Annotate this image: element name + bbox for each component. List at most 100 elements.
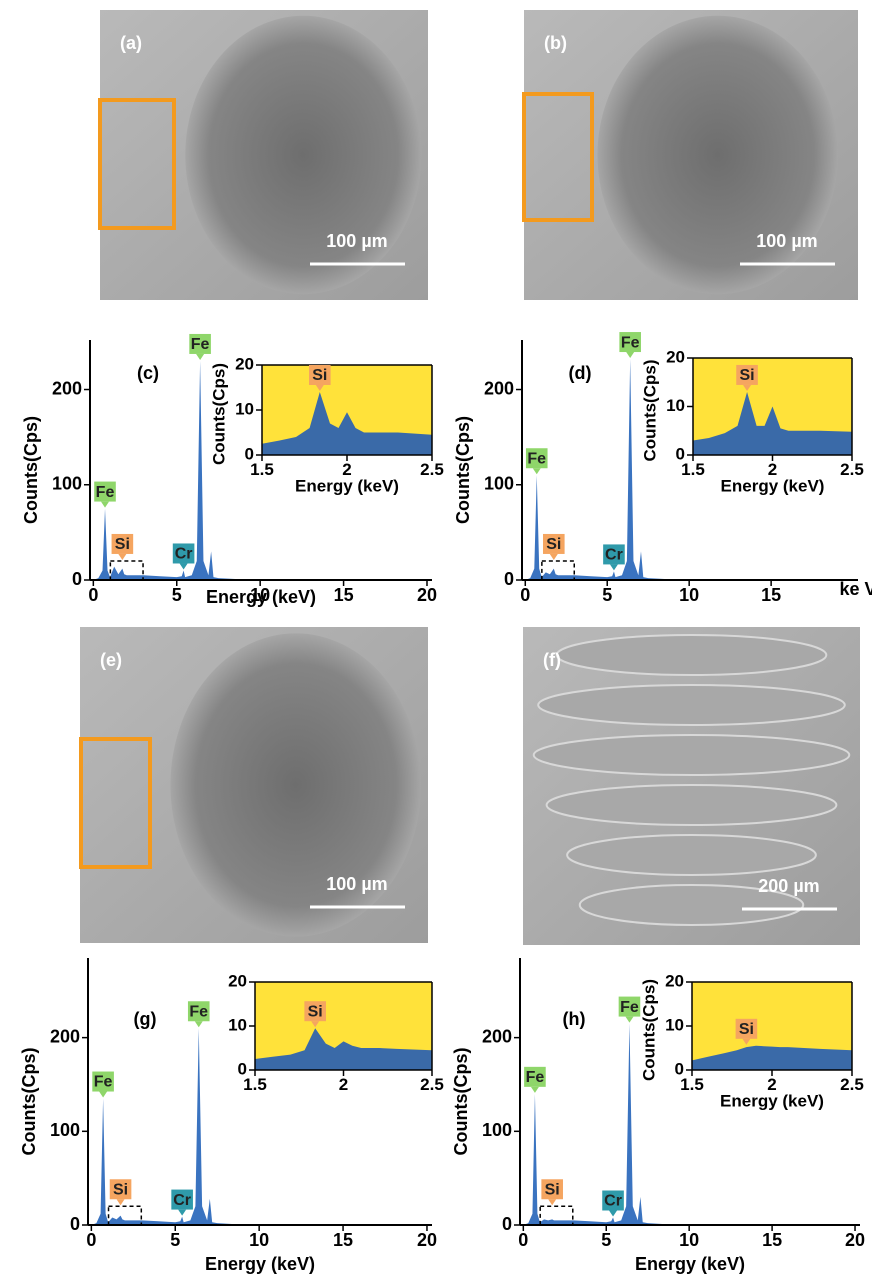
x-tick-label: 10 <box>679 1230 699 1250</box>
inset-y-axis-title: Counts(Cps) <box>639 979 658 1081</box>
y-tick-label: 20 <box>666 347 685 366</box>
wear-track <box>532 734 851 776</box>
y-tick-label: 20 <box>235 354 254 373</box>
annotation-box <box>92 1071 114 1092</box>
x-tick-label: 20 <box>417 585 437 605</box>
annotation-box <box>542 533 565 554</box>
x-tick-label: 15 <box>761 585 781 605</box>
annotation-box <box>736 364 758 385</box>
inset-x-axis-title: Energy (keV) <box>720 1091 824 1110</box>
wear-scar <box>185 15 422 295</box>
inset-y-axis-title: Counts(Cps) <box>640 360 659 462</box>
scale-bar-label: 100 µm <box>326 874 387 894</box>
annotation-pointer <box>179 563 188 570</box>
x-tick-label: 2.5 <box>420 460 444 479</box>
panel-label: (f) <box>543 650 561 670</box>
y-tick-label: 0 <box>238 1059 247 1078</box>
inset-region <box>539 1205 574 1226</box>
x-axis-title: Energy (keV) <box>206 587 316 607</box>
annotation-pointer <box>532 468 541 475</box>
x-tick-label: 0 <box>518 1230 528 1250</box>
annotation-pointer <box>609 1210 618 1217</box>
scale-bar-label: 200 µm <box>758 876 819 896</box>
annotation-pointer <box>311 1021 320 1028</box>
annotation-pointer <box>194 1021 203 1028</box>
annotation-box <box>171 1189 193 1210</box>
wear-scar <box>597 15 838 295</box>
y-axis-title: Counts(Cps) <box>451 1048 471 1156</box>
x-tick-label: 1.5 <box>243 1075 267 1094</box>
annotation-pointer <box>549 553 558 560</box>
y-tick-label: 0 <box>70 1214 80 1234</box>
annotation-box <box>524 1066 546 1087</box>
y-tick-label: 0 <box>676 444 685 463</box>
wear-scar <box>170 633 422 937</box>
annotation-pointer <box>99 1091 108 1098</box>
scale-bar-label: 100 µm <box>756 231 817 251</box>
annotation-pointer <box>742 1038 751 1045</box>
y-tick-label: 10 <box>665 1015 684 1034</box>
panel-label: (e) <box>100 650 122 670</box>
y-axis-title: Counts(Cps) <box>453 416 473 524</box>
x-tick-label: 20 <box>845 1230 865 1250</box>
panel-label: (b) <box>544 33 567 53</box>
x-tick-label: 5 <box>602 585 612 605</box>
x-axis-title: Energy (keV) <box>635 1254 745 1274</box>
inset-region <box>107 1205 143 1226</box>
annotation: Si <box>739 367 754 384</box>
annotation-box <box>541 1179 563 1200</box>
y-tick-label: 100 <box>482 1120 512 1140</box>
spectrum-area <box>693 391 852 455</box>
annotation-box <box>109 1179 132 1200</box>
annotation: Cr <box>605 547 623 564</box>
x-tick-label: 2 <box>767 1075 776 1094</box>
x-tick-label: 2 <box>339 1075 348 1094</box>
annotation: Fe <box>189 1003 208 1020</box>
annotation-box <box>603 544 625 565</box>
x-tick-label: 5 <box>170 1230 180 1250</box>
spectrum-area <box>262 392 432 455</box>
annotation-pointer <box>196 353 205 360</box>
y-tick-label: 200 <box>50 1026 80 1046</box>
x-tick-label: 5 <box>601 1230 611 1250</box>
y-tick-label: 200 <box>484 378 514 398</box>
highlight-box <box>98 98 176 230</box>
x-tick-label: 1.5 <box>681 460 705 479</box>
annotation: Fe <box>527 450 546 467</box>
annotation-box <box>735 1018 758 1039</box>
x-tick-label: 2.5 <box>840 460 864 479</box>
annotation-pointer <box>116 1199 125 1206</box>
inset-x-axis-title: Energy (keV) <box>721 476 825 495</box>
y-tick-label: 0 <box>502 1214 512 1234</box>
panel-label: (d) <box>569 363 592 383</box>
y-tick-label: 0 <box>245 444 254 463</box>
highlight-box <box>522 92 594 222</box>
annotation-box <box>187 1001 210 1022</box>
y-tick-label: 100 <box>484 474 514 494</box>
y-tick-label: 0 <box>72 569 82 589</box>
y-tick-label: 100 <box>52 474 82 494</box>
spectrum-area <box>692 1045 852 1070</box>
panel-label: (g) <box>134 1009 157 1029</box>
x-tick-label: 1.5 <box>250 460 274 479</box>
annotation: Cr <box>175 546 193 563</box>
annotation: Si <box>308 1003 323 1020</box>
y-axis-title: Counts(Cps) <box>19 1048 39 1156</box>
x-tick-label: 10 <box>249 1230 269 1250</box>
y-tick-label: 100 <box>50 1120 80 1140</box>
annotation: Cr <box>604 1193 622 1210</box>
wear-track <box>537 684 846 726</box>
annotation: Si <box>546 536 561 553</box>
annotation-pointer <box>626 352 635 359</box>
x-tick-label: 0 <box>88 585 98 605</box>
y-axis-title: Counts(Cps) <box>21 416 41 524</box>
annotation-box <box>189 333 211 354</box>
y-tick-label: 20 <box>228 971 247 990</box>
y-tick-label: 200 <box>52 378 82 398</box>
annotation: Fe <box>94 1074 113 1091</box>
inset-y-axis-title: Counts(Cps) <box>209 363 228 465</box>
annotation-pointer <box>548 1199 557 1206</box>
spectrum-area <box>255 1028 432 1070</box>
annotation-pointer <box>101 501 110 508</box>
x-tick-label: 2.5 <box>840 1075 864 1094</box>
